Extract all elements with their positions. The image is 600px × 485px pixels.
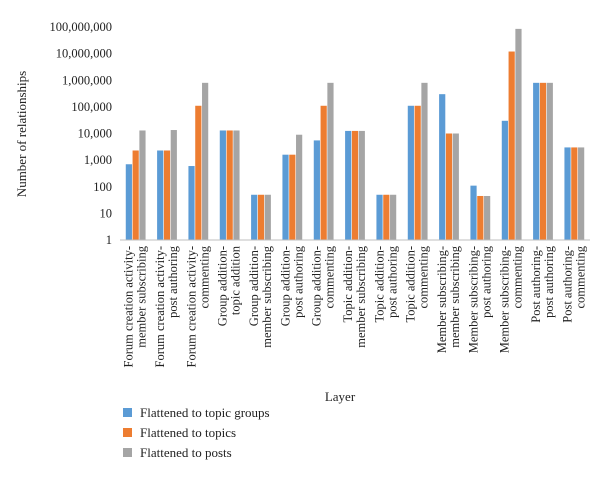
x-tick-label: Forum creation activity-member subscribi… [122,245,149,367]
svg-text:Topic addition-commenting: Topic addition-commenting [404,245,431,322]
svg-text:Forum creation activity-member: Forum creation activity-member subscribi… [122,245,149,367]
bar [515,28,522,240]
x-axis-title: Layer [325,389,356,404]
y-tick-label: 10,000,000 [56,47,112,61]
bar [445,133,453,240]
svg-text:Group addition-topic addition: Group addition-topic addition [216,245,243,326]
legend-swatch [123,428,132,437]
x-tick-label: Post authoring-post authoring [529,245,556,322]
bar [501,120,508,240]
x-tick-label: Group addition-member subscribing [247,245,274,347]
bar [421,82,428,240]
y-tick-label: 10,000 [78,127,112,141]
y-tick-label: 100,000 [71,100,112,114]
x-tick-label: Topic addition-post authoring [372,245,399,322]
legend-label: Flattened to posts [140,445,232,460]
bar [233,130,240,240]
bar [264,194,271,240]
x-tick-label: Post authoring-commenting [560,245,587,322]
x-tick-label: Member subscribing-member subscribing [435,245,462,353]
x-tick-label: Topic addition-member subscribing [341,245,368,347]
y-tick-label: 100 [93,180,112,194]
svg-text:Topic addition-member subscrib: Topic addition-member subscribing [341,245,368,347]
x-tick-label: Member subscribing-post authoring [466,245,493,353]
svg-text:Group addition-member subscrib: Group addition-member subscribing [247,245,274,347]
legend-swatch [123,448,132,457]
x-tick-label: Forum creation activity-commenting [184,245,211,367]
bar [452,133,459,240]
bar [546,82,553,240]
y-tick-label: 100,000,000 [50,20,113,34]
y-tick-label: 1,000,000 [62,73,112,87]
bar [390,194,397,240]
bar [539,82,547,240]
legend-label: Flattened to topic groups [140,405,270,420]
bar [313,140,320,240]
bar [327,82,334,240]
bar [282,154,289,240]
legend-swatch [123,408,132,417]
bar [578,147,585,240]
bar [219,130,226,240]
bar [188,166,195,240]
bar [383,194,390,240]
svg-text:Member subscribing-post author: Member subscribing-post authoring [466,245,493,353]
svg-text:Post authoring-post authoring: Post authoring-post authoring [529,245,556,322]
x-axis-ticks: Forum creation activity-member subscribi… [122,245,588,367]
bar [376,194,383,240]
bar [439,94,446,240]
svg-text:Member subscribing-commenting: Member subscribing-commenting [498,245,525,353]
bar [470,185,477,240]
x-tick-label: Group addition-post authoring [278,245,305,326]
svg-text:Group addition-commenting: Group addition-commenting [310,245,337,326]
svg-text:Post authoring-commenting: Post authoring-commenting [560,245,587,322]
bar [345,130,352,240]
bar [414,105,421,241]
x-tick-label: Group addition-commenting [310,245,337,326]
bar [195,105,202,241]
bar [257,194,265,240]
bar [132,150,139,240]
bar [477,195,484,240]
bar [571,147,578,240]
bar [296,134,303,240]
svg-text:Group addition-post authoring: Group addition-post authoring [278,245,305,326]
y-axis-title: Number of relationships [14,71,29,197]
y-tick-label: 1,000 [84,153,112,167]
y-tick-label: 1 [106,233,112,247]
x-tick-label: Group addition-topic addition [216,245,243,326]
svg-text:Forum creation activity-commen: Forum creation activity-commenting [184,245,211,367]
x-tick-label: Member subscribing-commenting [498,245,525,353]
legend-label: Flattened to topics [140,425,236,440]
svg-text:Topic addition-post authoring: Topic addition-post authoring [372,245,399,322]
bar [139,130,146,240]
bar [508,51,515,240]
bar [226,130,233,240]
legend: Flattened to topic groups Flattened to to… [123,405,270,460]
bar [202,82,209,240]
bar [533,82,540,240]
bar [251,194,258,240]
bar [125,164,132,240]
bar [157,150,164,240]
x-tick-label: Topic addition-commenting [404,245,431,322]
x-tick-label: Forum creation activity-post authoring [153,245,180,367]
bars [125,28,585,241]
y-tick-label: 10 [100,206,113,220]
bar [351,130,359,240]
bar [163,150,171,240]
bar [358,130,365,240]
bar [407,105,414,241]
y-axis-ticks: 1 10 100 1,000 10,000 100,000 1,000,000 10,000,… [50,20,113,247]
bar [564,147,571,240]
bar [289,154,296,240]
svg-text:Member subscribing-member subs: Member subscribing-member subscribing [435,245,462,353]
bar [320,105,327,241]
bar [170,130,177,240]
svg-text:Forum creation activity-post a: Forum creation activity-post authoring [153,245,180,367]
bar [484,195,491,240]
